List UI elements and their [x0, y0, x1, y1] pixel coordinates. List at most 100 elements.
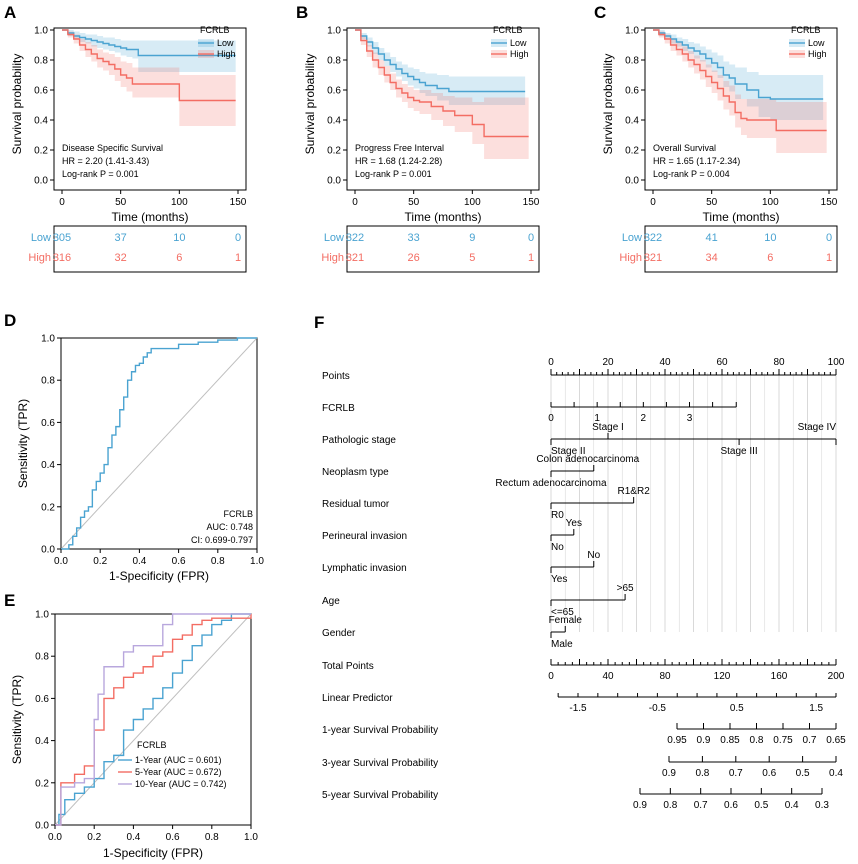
nomogram-row: Perineural invasion Yes No	[322, 518, 582, 553]
survival-curve-high	[653, 29, 827, 132]
nomogram-row: Neoplasm type Colon adenocarcinoma Rectum …	[322, 454, 640, 489]
axis-tick-label: R0	[551, 510, 564, 521]
risk-count: 316	[53, 252, 71, 264]
stat-annotation: Disease Specific Survival	[62, 143, 163, 153]
nomogram-row: Points 0 20 40 60 80 100	[322, 357, 845, 382]
risk-count: 33	[408, 232, 420, 244]
risk-count: 32	[115, 252, 127, 264]
x-tick-label: 100	[171, 197, 188, 208]
roc-curve	[55, 613, 251, 826]
ci-band-high	[355, 30, 529, 159]
risk-count: 1	[826, 252, 832, 264]
survival-curve-high	[355, 29, 529, 138]
legend-label: 10-Year (AUC = 0.742)	[135, 779, 226, 789]
axis-tick-label: Stage II	[551, 446, 585, 457]
y-tick-label: 1.0	[35, 610, 49, 621]
y-tick-label: 0.8	[35, 652, 49, 663]
axis-tick-label: 0.7	[729, 768, 743, 779]
legend-title: FCRLB	[137, 740, 167, 750]
risk-count: 6	[176, 252, 182, 264]
axis-tick-label: 160	[771, 671, 788, 682]
axis-tick-label: 0.7	[694, 800, 708, 811]
legend-label-low: Low	[808, 38, 825, 48]
roc-panel-D: 0.0 0.2 0.4 0.6 0.8 1.0 0.0 0.2 0.4 0.6 0.8 1.0 1-Sp…	[16, 334, 264, 584]
nomogram-row-label: Age	[322, 596, 340, 607]
risk-group-label-high: High	[321, 252, 344, 264]
survival-curve-low	[355, 29, 526, 93]
axis-tick-label: 3	[687, 413, 693, 424]
nomogram-row-label: FCRLB	[322, 403, 355, 414]
nomogram-row-label: 3-year Survival Probability	[322, 758, 438, 769]
axis-tick-label: 0.65	[826, 735, 846, 746]
y-axis-label: Sensitivity (TPR)	[10, 675, 24, 764]
ci-band-low	[62, 30, 236, 72]
x-tick-label: 0.0	[54, 556, 68, 567]
risk-group-label-high: High	[619, 252, 642, 264]
x-tick-label: 1.0	[244, 832, 258, 843]
y-tick-label: 1.0	[34, 26, 48, 37]
risk-count: 1	[528, 252, 534, 264]
axis-tick-label: 0.5	[730, 703, 744, 714]
x-tick-label: 100	[464, 197, 481, 208]
x-tick-label: 100	[762, 197, 779, 208]
x-tick-label: 0	[59, 197, 65, 208]
axis-tick-label: 0.9	[662, 768, 676, 779]
axis-tick-label: No	[587, 550, 600, 561]
stat-annotation: HR = 1.65 (1.17-2.34)	[653, 156, 740, 166]
axis-tick-label: 0.4	[785, 800, 799, 811]
axis-tick-label: 1.5	[809, 703, 823, 714]
risk-table-frame	[644, 225, 838, 273]
axis-tick-label: 0.5	[796, 768, 810, 779]
plot-frame	[346, 27, 540, 191]
risk-count: 37	[115, 232, 127, 244]
nomogram-row-label: Total Points	[322, 661, 374, 672]
x-tick-label: 0	[650, 197, 656, 208]
axis-tick-label: 0.7	[803, 735, 817, 746]
x-tick-label: 150	[523, 197, 540, 208]
axis-tick-label: 1	[594, 413, 600, 424]
nomogram-row-label: Neoplasm type	[322, 467, 389, 478]
risk-count: 0	[826, 232, 832, 244]
legend-title: FCRLB	[493, 25, 523, 35]
stat-annotation: Log-rank P = 0.004	[653, 169, 730, 179]
axis-tick-label: Rectum adenocarcinoma	[495, 478, 607, 489]
y-tick-label: 0.4	[35, 736, 49, 747]
axis-tick-label: 0.6	[724, 800, 738, 811]
axis-tick-label: Male	[551, 639, 573, 650]
legend-label: 5-Year (AUC = 0.672)	[135, 767, 221, 777]
stat-annotation: Progress Free Interval	[355, 143, 444, 153]
x-axis-label: Time (months)	[112, 210, 189, 224]
nomogram-row: Linear Predictor -1.5 -0.5 0.5 1.5	[322, 693, 837, 714]
y-tick-label: 0.8	[41, 376, 55, 387]
ci-band-low	[653, 30, 824, 120]
roc-annotation: CI: 0.699-0.797	[191, 535, 253, 545]
y-tick-label: 1.0	[625, 26, 639, 37]
risk-count: 0	[528, 232, 534, 244]
axis-tick-label: Stage I	[592, 422, 624, 433]
axis-tick-label: 200	[828, 671, 845, 682]
panel-label-C: C	[594, 3, 606, 22]
nomogram-row: Lymphatic invasion No Yes	[322, 550, 601, 585]
y-tick-label: 0.0	[35, 821, 49, 832]
roc-annotation: AUC: 0.748	[206, 522, 253, 532]
risk-count: 10	[173, 232, 185, 244]
x-axis-label: Time (months)	[703, 210, 780, 224]
y-tick-label: 0.2	[625, 146, 639, 157]
axis-tick-label: No	[551, 542, 564, 553]
axis-tick-label: 2	[641, 413, 647, 424]
x-tick-label: 0.4	[132, 556, 146, 567]
axis-tick-label: 0.75	[773, 735, 793, 746]
axis-tick-label: 0.8	[663, 800, 677, 811]
risk-count: 321	[644, 252, 662, 264]
risk-count: 305	[53, 232, 71, 244]
survival-curve-low	[62, 29, 236, 57]
axis-tick-label: 0.9	[633, 800, 647, 811]
axis-tick-label: Yes	[551, 574, 567, 585]
axis-tick-label: 0.4	[829, 768, 843, 779]
x-tick-label: 0.8	[211, 556, 225, 567]
panel-label-F: F	[314, 313, 324, 332]
x-tick-label: 150	[230, 197, 247, 208]
nomogram-row: 1-year Survival Probability 0.95 0.9 0.85 0.…	[322, 723, 846, 746]
legend-title: FCRLB	[791, 25, 821, 35]
